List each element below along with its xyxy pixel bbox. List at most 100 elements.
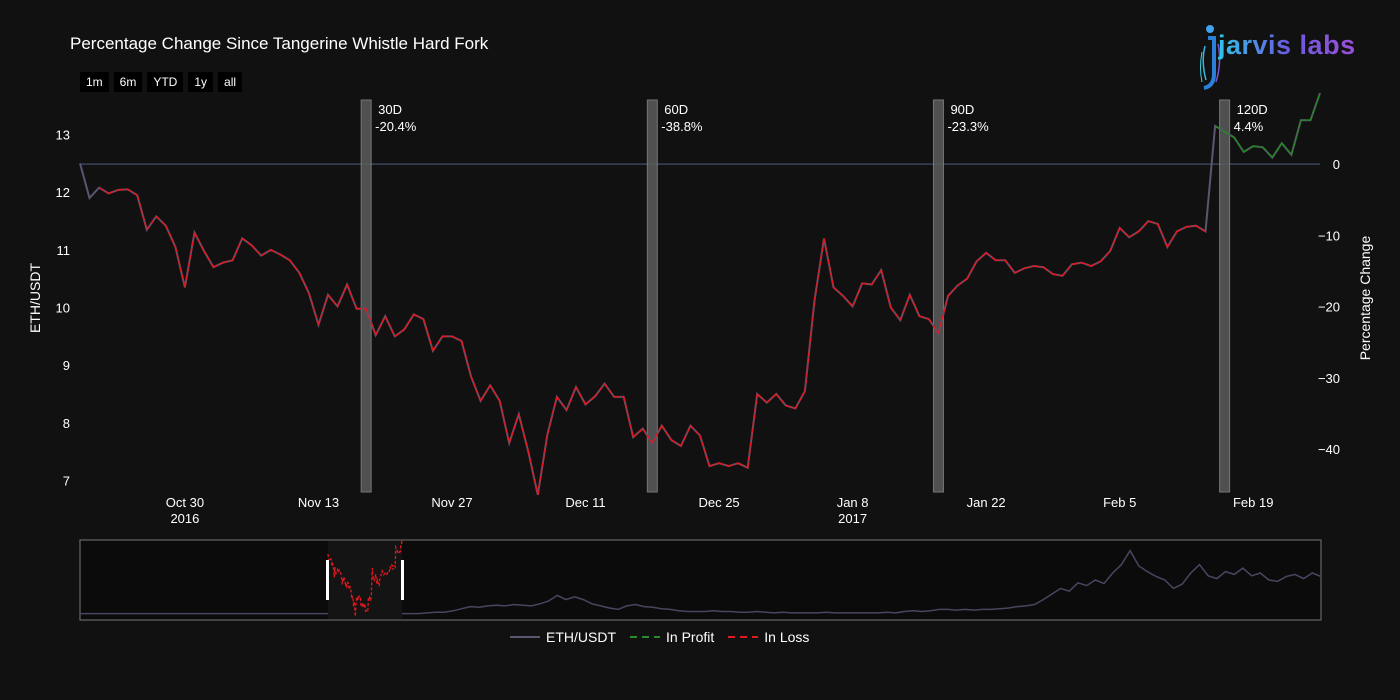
series-segment-loss <box>1071 261 1082 266</box>
range-button-1m[interactable]: 1m <box>80 72 109 92</box>
series-segment-loss <box>585 395 596 405</box>
series-segment-loss <box>775 393 787 407</box>
series-segment-loss <box>985 252 997 261</box>
series-segment-loss <box>270 249 281 256</box>
series-segment-loss <box>785 404 796 410</box>
series-segment-loss <box>489 384 501 402</box>
series-segment-loss <box>603 383 615 398</box>
y2-tick-label: −40 <box>1318 442 1340 457</box>
series-segment-loss <box>899 294 911 321</box>
series-segment-loss <box>327 294 339 307</box>
y-tick-label: 8 <box>63 416 70 431</box>
series-segment-loss <box>184 232 196 288</box>
legend-item-eth[interactable]: ETH/USDT <box>510 629 616 645</box>
range-slider-handle-right <box>401 560 404 600</box>
legend-swatch-dashed <box>728 636 759 638</box>
series-segment-loss <box>241 237 253 246</box>
range-button-1y[interactable]: 1y <box>188 72 214 92</box>
series-segment-loss <box>871 269 882 285</box>
series-segment-loss <box>384 315 396 337</box>
series-segment-loss <box>1138 220 1149 232</box>
series-segment-loss <box>394 328 405 338</box>
series-segment-loss <box>346 284 358 309</box>
range-button-ytd[interactable]: YTD <box>147 72 184 92</box>
series-line-eth <box>79 92 1321 496</box>
series-segment-loss <box>155 215 167 227</box>
range-slider[interactable] <box>79 539 1322 621</box>
series-segment-loss <box>1109 227 1121 252</box>
range-button-6m[interactable]: 6m <box>113 72 143 92</box>
series-segment-loss <box>718 462 729 467</box>
series-segment-profit <box>1224 131 1235 139</box>
series-segment-loss <box>508 413 520 444</box>
series-segment-loss <box>804 300 816 392</box>
series-segment-loss <box>279 253 291 261</box>
series-segment-loss <box>680 425 692 447</box>
series-segment-loss <box>737 462 749 469</box>
series-segment-loss <box>957 278 968 287</box>
series-segment-loss <box>976 252 987 263</box>
series-segment-loss <box>1166 231 1178 248</box>
series-segment-loss <box>632 427 644 438</box>
range-slider-history-line <box>80 549 1322 615</box>
series-segment-loss <box>842 295 854 307</box>
series-segment-loss <box>728 462 739 467</box>
series-segment-loss <box>756 393 768 404</box>
series-segment-profit <box>1309 92 1321 121</box>
marker-label: 120D <box>1237 102 1268 117</box>
series-segment-loss <box>118 188 128 191</box>
series-segment-loss <box>1100 250 1111 262</box>
interval-markers: 30D -20.4% 60D -38.8% 90D -23.3% 120D 4.4% <box>360 99 1268 493</box>
range-slider-handle-left <box>326 560 329 600</box>
series-segment-loss <box>746 393 759 468</box>
series-segment-loss <box>937 295 949 334</box>
series-segment-loss <box>1157 223 1169 248</box>
series-segment-loss <box>1128 230 1140 238</box>
series-segment-loss <box>537 434 549 496</box>
series-segment-loss <box>1148 220 1159 225</box>
series-segment-loss <box>317 294 329 326</box>
x-tick-year: 2017 <box>838 511 867 526</box>
series-segment-loss <box>374 315 386 336</box>
series-segment-loss <box>108 189 119 195</box>
series-segment-loss <box>642 428 653 444</box>
series-segment-loss <box>470 376 482 402</box>
series-segment-loss <box>1033 265 1044 268</box>
marker-label: 60D <box>664 102 688 117</box>
y2-axis-label: Percentage Change <box>1357 236 1373 361</box>
legend-label: In Profit <box>666 629 715 645</box>
marker-value: 4.4% <box>1234 119 1264 134</box>
marker-band <box>1219 99 1231 493</box>
series-segment-loss <box>251 244 262 257</box>
range-button-all[interactable]: all <box>218 72 243 92</box>
y2-tick-label: −30 <box>1318 371 1340 386</box>
series-segment-loss <box>517 413 530 452</box>
marker-band <box>646 99 658 493</box>
y-tick-label: 12 <box>56 185 70 200</box>
x-tick-label: Nov 27 <box>431 495 472 510</box>
series-segment-loss <box>527 451 539 496</box>
series-segment-loss <box>1176 226 1187 233</box>
legend-item-loss[interactable]: In Loss <box>728 629 809 645</box>
y-tick-label: 13 <box>56 128 70 143</box>
series-segment-loss <box>947 285 959 297</box>
series-segment-profit <box>1262 146 1273 159</box>
series-segment-loss <box>193 232 205 252</box>
y2-axis-ticks: 0 −10 −20 −30 −40 <box>1318 157 1340 457</box>
series-segment-loss <box>862 282 872 286</box>
series-segment-loss <box>165 225 177 248</box>
marker-value: -38.8% <box>661 119 703 134</box>
legend-item-profit[interactable]: In Profit <box>630 629 714 645</box>
series-segment-loss <box>479 384 491 402</box>
series-segment-profit <box>1290 119 1302 155</box>
logo-fingerprint-icon <box>1200 25 1221 90</box>
series-segment-loss <box>794 390 806 409</box>
x-tick-year: 2016 <box>170 511 199 526</box>
series-segment-loss <box>365 308 377 336</box>
series-segment-profit <box>1271 142 1283 159</box>
series-segment-loss <box>146 215 157 231</box>
series-segment-loss <box>308 292 320 326</box>
series-segment-loss <box>422 318 434 351</box>
series-segment-loss <box>565 386 577 411</box>
